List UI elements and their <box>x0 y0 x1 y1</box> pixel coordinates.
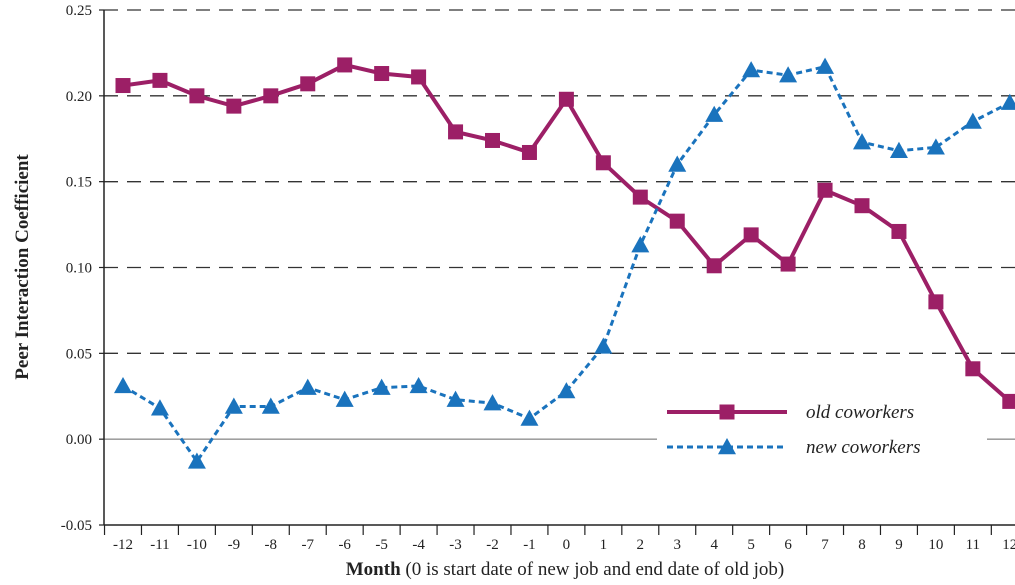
x-tick-label: 1 <box>600 537 608 553</box>
x-tick-label: 5 <box>747 537 755 553</box>
x-tick-label: 3 <box>674 537 682 553</box>
new-coworkers-point <box>963 112 982 129</box>
old-coworkers-point <box>189 88 205 104</box>
old-coworkers-point <box>521 144 537 160</box>
old-coworkers-point <box>226 98 242 114</box>
new-coworkers-point <box>150 399 169 416</box>
old-coworkers-line <box>122 62 1012 403</box>
old-coworkers-point <box>115 78 131 94</box>
legend-label: old coworkers <box>806 402 914 423</box>
x-tick-label: -6 <box>338 537 351 553</box>
y-tick-label: 0.15 <box>66 175 92 191</box>
old-coworkers-point <box>854 198 870 214</box>
new-coworkers-point <box>631 236 650 253</box>
legend-marker-square <box>719 404 735 420</box>
x-tick-label: 8 <box>858 537 866 553</box>
axes <box>99 9 1015 535</box>
old-coworkers-point <box>632 189 648 205</box>
x-tick-labels: -12 -11 -10 -9 -8 -7 -6 -5 -4 -3 -2 -1 0 1 2 3 4 5 6 7 8 9 10 1… <box>113 537 1015 553</box>
y-tick-label: 0.20 <box>66 89 92 105</box>
old-coworkers-point <box>1002 393 1015 409</box>
new-coworkers-point <box>705 105 724 122</box>
y-axis-title: Peer Interaction Coefficient <box>12 154 33 380</box>
new-coworkers-point <box>668 155 687 172</box>
old-coworkers-point <box>337 57 353 73</box>
new-coworkers-point <box>335 390 354 407</box>
x-tick-label: 12 <box>1002 537 1015 553</box>
new-coworkers-point <box>261 397 280 414</box>
new-coworkers-point <box>926 138 945 155</box>
old-coworkers-point <box>743 227 759 243</box>
new-coworkers-point <box>298 378 317 395</box>
x-tick-label: -3 <box>449 537 462 553</box>
old-coworkers-point <box>411 69 427 85</box>
old-coworkers-point <box>817 182 833 198</box>
new-coworkers-point <box>372 378 391 395</box>
x-tick-label: -2 <box>486 537 499 553</box>
series <box>114 57 1015 469</box>
x-axis-title-bold: Month <box>346 559 401 580</box>
old-coworkers-point <box>595 155 611 171</box>
new-coworkers-point <box>409 376 428 394</box>
legend: old coworkers new coworkers <box>657 395 987 465</box>
x-tick-label: -10 <box>187 537 207 553</box>
old-coworkers-point <box>152 72 168 88</box>
old-coworkers-point <box>928 294 944 310</box>
new-coworkers-point <box>557 382 576 399</box>
new-coworkers-point <box>520 409 539 426</box>
legend-label: new coworkers <box>806 437 921 458</box>
x-tick-label: -8 <box>265 537 278 553</box>
x-tick-label: 11 <box>966 537 980 553</box>
new-coworkers-point <box>889 141 908 158</box>
old-coworkers-point <box>965 361 981 377</box>
x-axis-title-rest: (0 is start date of new job and end date… <box>401 559 785 580</box>
x-tick-label: -12 <box>113 537 133 553</box>
x-tick-label: -9 <box>228 537 241 553</box>
y-tick-label: 0.25 <box>66 3 92 19</box>
legend-box <box>657 395 987 465</box>
old-coworkers-point <box>448 124 464 140</box>
new-coworkers-point <box>779 66 798 83</box>
x-tick-label: -5 <box>375 537 388 553</box>
new-coworkers-point <box>446 390 465 407</box>
old-coworkers-point <box>891 223 907 239</box>
new-coworkers-point <box>853 133 871 150</box>
old-coworkers-point <box>558 91 574 107</box>
new-coworkers-point <box>816 57 835 74</box>
x-tick-label: 0 <box>563 537 571 553</box>
old-coworkers-point <box>780 256 796 272</box>
new-coworkers-point <box>224 397 243 414</box>
x-tick-label: -4 <box>412 537 425 553</box>
new-coworkers-point <box>742 61 761 78</box>
old-coworkers-point <box>300 76 316 92</box>
old-coworkers-point <box>263 88 279 104</box>
y-tick-label: 0.05 <box>66 346 92 362</box>
x-axis-title: Month (0 is start date of new job and en… <box>346 559 785 580</box>
old-coworkers-point <box>706 258 722 274</box>
new-coworkers-point <box>114 376 132 394</box>
y-tick-labels: 0.25 0.20 0.15 0.10 0.05 0.00 -0.05 <box>61 3 92 534</box>
new-coworkers-point <box>187 452 206 469</box>
y-tick-label: 0.00 <box>66 432 92 448</box>
x-tick-label: 10 <box>928 537 943 553</box>
x-tick-label: 7 <box>821 537 829 553</box>
new-coworkers-point <box>594 337 613 354</box>
gridlines <box>104 9 1015 440</box>
x-tick-label: -1 <box>523 537 536 553</box>
x-tick-label: -11 <box>150 537 169 553</box>
y-tick-label: 0.10 <box>66 261 92 277</box>
y-tick-label: -0.05 <box>61 518 92 534</box>
x-tick-label: -7 <box>302 537 315 553</box>
x-tick-label: 6 <box>784 537 792 553</box>
new-coworkers-point <box>483 394 502 411</box>
new-coworkers-point <box>1000 93 1015 110</box>
old-coworkers-point <box>485 132 500 148</box>
x-tick-label: 9 <box>895 537 903 553</box>
old-coworkers-point <box>374 66 390 82</box>
x-tick-label: 2 <box>637 537 645 553</box>
x-tick-label: 4 <box>710 537 718 553</box>
old-coworkers-point <box>669 213 685 229</box>
legend-marker-triangle <box>718 438 736 455</box>
